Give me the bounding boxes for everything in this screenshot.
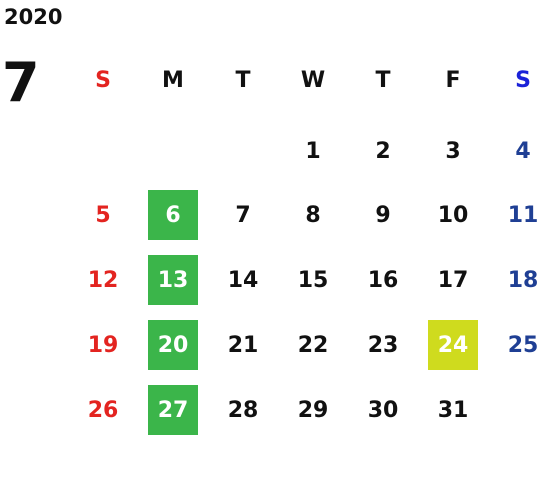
day: 11 <box>507 202 539 228</box>
day: 31 <box>437 397 469 423</box>
day: 1 <box>305 138 321 164</box>
day: 28 <box>227 397 259 423</box>
day: 3 <box>445 138 461 164</box>
day: 18 <box>507 267 539 293</box>
day: 19 <box>87 332 119 358</box>
day: 26 <box>87 397 119 423</box>
weekday-header: M <box>162 67 184 93</box>
day: 9 <box>375 202 391 228</box>
day: 12 <box>87 267 119 293</box>
highlighted-day: 20 <box>148 320 198 370</box>
day: 15 <box>297 267 329 293</box>
day: 16 <box>367 267 399 293</box>
year: 2020 <box>4 5 63 29</box>
day: 8 <box>305 202 321 228</box>
day: 21 <box>227 332 259 358</box>
weekday-header: W <box>300 67 326 93</box>
weekday-header: T <box>235 67 251 93</box>
highlighted-day: 13 <box>148 255 198 305</box>
weekday-header: F <box>445 67 461 93</box>
day: 23 <box>367 332 399 358</box>
day: 10 <box>437 202 469 228</box>
day: 4 <box>515 138 531 164</box>
day: 7 <box>235 202 251 228</box>
day: 22 <box>297 332 329 358</box>
day: 30 <box>367 397 399 423</box>
highlighted-day: 27 <box>148 385 198 435</box>
month: 7 <box>2 51 40 114</box>
weekday-header: T <box>375 67 391 93</box>
day: 17 <box>437 267 469 293</box>
day: 25 <box>507 332 539 358</box>
day: 29 <box>297 397 329 423</box>
weekday-header: S <box>515 67 531 93</box>
weekday-header: S <box>95 67 111 93</box>
day: 5 <box>95 202 111 228</box>
highlighted-day: 6 <box>148 190 198 240</box>
day: 2 <box>375 138 391 164</box>
highlighted-day: 24 <box>428 320 478 370</box>
day: 14 <box>227 267 259 293</box>
